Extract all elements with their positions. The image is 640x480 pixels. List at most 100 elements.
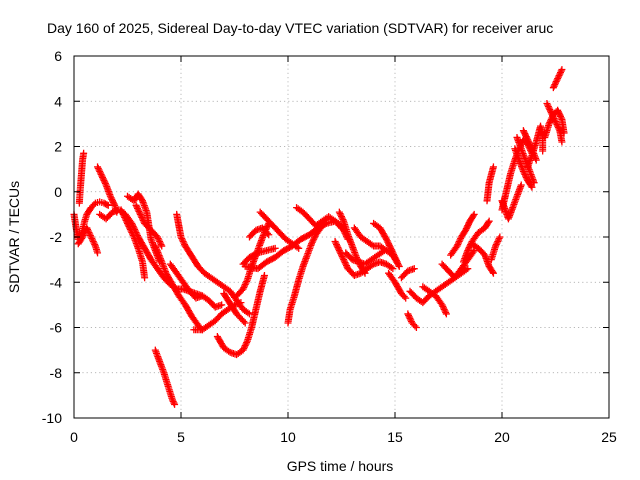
- data-point: [440, 305, 448, 313]
- data-point: [154, 235, 162, 243]
- data-point: [101, 178, 109, 186]
- data-point: [136, 209, 144, 217]
- data-point: [333, 241, 341, 249]
- data-point: [83, 224, 91, 232]
- data-point: [442, 310, 450, 318]
- data-point: [527, 182, 535, 190]
- data-point: [241, 319, 249, 327]
- data-point: [545, 120, 553, 128]
- data-point: [90, 239, 98, 247]
- data-point: [133, 203, 141, 211]
- x-tick-label: 25: [601, 429, 617, 445]
- data-point: [489, 268, 497, 276]
- y-tick-label: -2: [50, 229, 63, 245]
- data-point: [404, 310, 412, 318]
- data-point: [153, 233, 161, 241]
- data-point: [550, 115, 558, 123]
- data-point: [556, 111, 564, 119]
- data-point: [438, 301, 446, 309]
- data-point: [384, 238, 392, 246]
- data-point: [331, 238, 339, 246]
- data-point: [493, 239, 501, 247]
- data-point: [89, 238, 97, 246]
- data-point: [385, 241, 393, 249]
- data-point: [79, 233, 87, 241]
- data-point: [339, 216, 347, 224]
- data-point: [388, 247, 396, 255]
- data-point: [85, 228, 93, 236]
- data-point: [263, 222, 271, 230]
- data-point: [335, 247, 343, 255]
- data-point: [135, 207, 143, 215]
- data-point: [547, 109, 555, 117]
- data-point: [110, 200, 118, 208]
- data-point: [90, 201, 98, 209]
- data-point: [546, 118, 554, 126]
- data-point: [554, 75, 562, 83]
- data-point: [400, 293, 408, 301]
- data-point: [489, 269, 497, 277]
- data-point: [156, 238, 164, 246]
- data-point: [308, 240, 316, 248]
- y-tick-label: 4: [54, 93, 62, 109]
- data-point: [127, 227, 135, 235]
- data-point: [100, 176, 108, 184]
- data-point: [470, 210, 478, 218]
- data-point: [339, 254, 347, 262]
- data-point: [125, 222, 133, 230]
- data-point: [218, 301, 226, 309]
- data-point: [454, 241, 462, 249]
- data-point: [179, 238, 187, 246]
- data-point: [126, 225, 134, 233]
- data-point: [260, 271, 268, 279]
- y-axis-label: SDTVAR / TECUs: [6, 181, 22, 293]
- data-point: [558, 138, 566, 146]
- data-point: [469, 212, 477, 220]
- data-point: [241, 281, 249, 289]
- data-point: [170, 399, 178, 407]
- data-point: [136, 210, 144, 218]
- data-point: [138, 215, 146, 223]
- data-point: [243, 339, 251, 347]
- data-point: [240, 317, 248, 325]
- data-point: [556, 69, 564, 77]
- data-point: [80, 149, 88, 157]
- data-point: [552, 119, 560, 127]
- data-point: [462, 225, 470, 233]
- data-point: [244, 309, 252, 317]
- data-point: [120, 212, 128, 220]
- data-point: [555, 72, 563, 80]
- data-point: [96, 169, 104, 177]
- data-point: [124, 221, 132, 229]
- data-point: [442, 308, 450, 316]
- data-point: [310, 234, 318, 242]
- data-point: [368, 241, 376, 249]
- data-point: [123, 218, 131, 226]
- data-point: [389, 249, 397, 257]
- data-point: [121, 213, 129, 221]
- y-tick-label: 0: [54, 184, 62, 200]
- data-point: [138, 213, 146, 221]
- data-point: [158, 242, 166, 250]
- data-point: [263, 229, 271, 237]
- data-point: [91, 241, 99, 249]
- data-point: [383, 237, 391, 245]
- data-point: [94, 163, 102, 171]
- data-point: [132, 201, 140, 209]
- data-point: [342, 260, 350, 268]
- data-point: [271, 244, 279, 252]
- data-point: [554, 106, 562, 114]
- data-point: [332, 239, 340, 247]
- data-point: [439, 302, 447, 310]
- data-point: [88, 235, 96, 243]
- chart-title: Day 160 of 2025, Sidereal Day-to-day VTE…: [47, 20, 553, 36]
- data-point: [551, 116, 559, 124]
- data-point: [522, 172, 530, 180]
- data-point: [548, 110, 556, 118]
- data-point: [519, 127, 527, 135]
- data-point: [462, 266, 470, 274]
- data-point: [544, 101, 552, 109]
- data-point: [237, 299, 245, 307]
- data-point: [104, 201, 112, 209]
- data-point: [79, 231, 87, 239]
